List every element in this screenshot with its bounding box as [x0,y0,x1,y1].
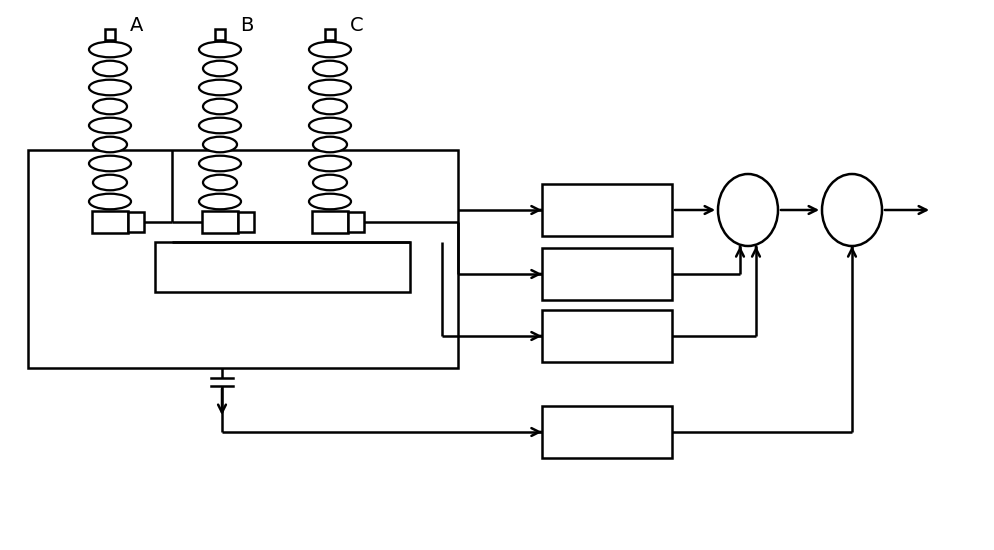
Bar [92,211,128,233]
Ellipse shape [313,175,347,190]
Ellipse shape [203,137,237,152]
Bar [28,150,458,368]
Ellipse shape [309,194,351,210]
Ellipse shape [718,174,778,246]
Ellipse shape [93,98,127,114]
Bar [312,211,348,233]
Text: A: A [130,16,143,35]
Bar [325,29,335,40]
Bar [348,212,364,232]
Bar [155,242,410,292]
Ellipse shape [199,194,241,210]
Ellipse shape [309,80,351,95]
Ellipse shape [199,42,241,57]
Ellipse shape [199,156,241,171]
Ellipse shape [89,118,131,133]
Bar [215,29,225,40]
Ellipse shape [199,118,241,133]
Bar [128,212,144,232]
Bar [202,211,238,233]
Ellipse shape [89,194,131,210]
Text: RCh-2: RCh-2 [580,265,634,283]
Bar [105,29,115,40]
Ellipse shape [313,98,347,114]
Ellipse shape [203,60,237,76]
Ellipse shape [313,137,347,152]
Ellipse shape [89,156,131,171]
Ellipse shape [203,98,237,114]
Ellipse shape [313,60,347,76]
Bar [238,212,254,232]
Ellipse shape [93,137,127,152]
Ellipse shape [309,156,351,171]
Text: C: C [350,16,364,35]
Ellipse shape [199,80,241,95]
Ellipse shape [822,174,882,246]
Text: B: B [240,16,253,35]
Ellipse shape [93,175,127,190]
Ellipse shape [203,175,237,190]
Bar [542,310,672,362]
Bar [542,406,672,458]
Text: SCh-1: SCh-1 [580,201,633,219]
Bar [542,184,672,236]
Text: RCh-3: RCh-3 [580,327,634,345]
Ellipse shape [309,42,351,57]
Text: NCh-4: NCh-4 [580,423,635,441]
Ellipse shape [89,80,131,95]
Bar [542,248,672,300]
Ellipse shape [89,42,131,57]
Ellipse shape [309,118,351,133]
Ellipse shape [93,60,127,76]
